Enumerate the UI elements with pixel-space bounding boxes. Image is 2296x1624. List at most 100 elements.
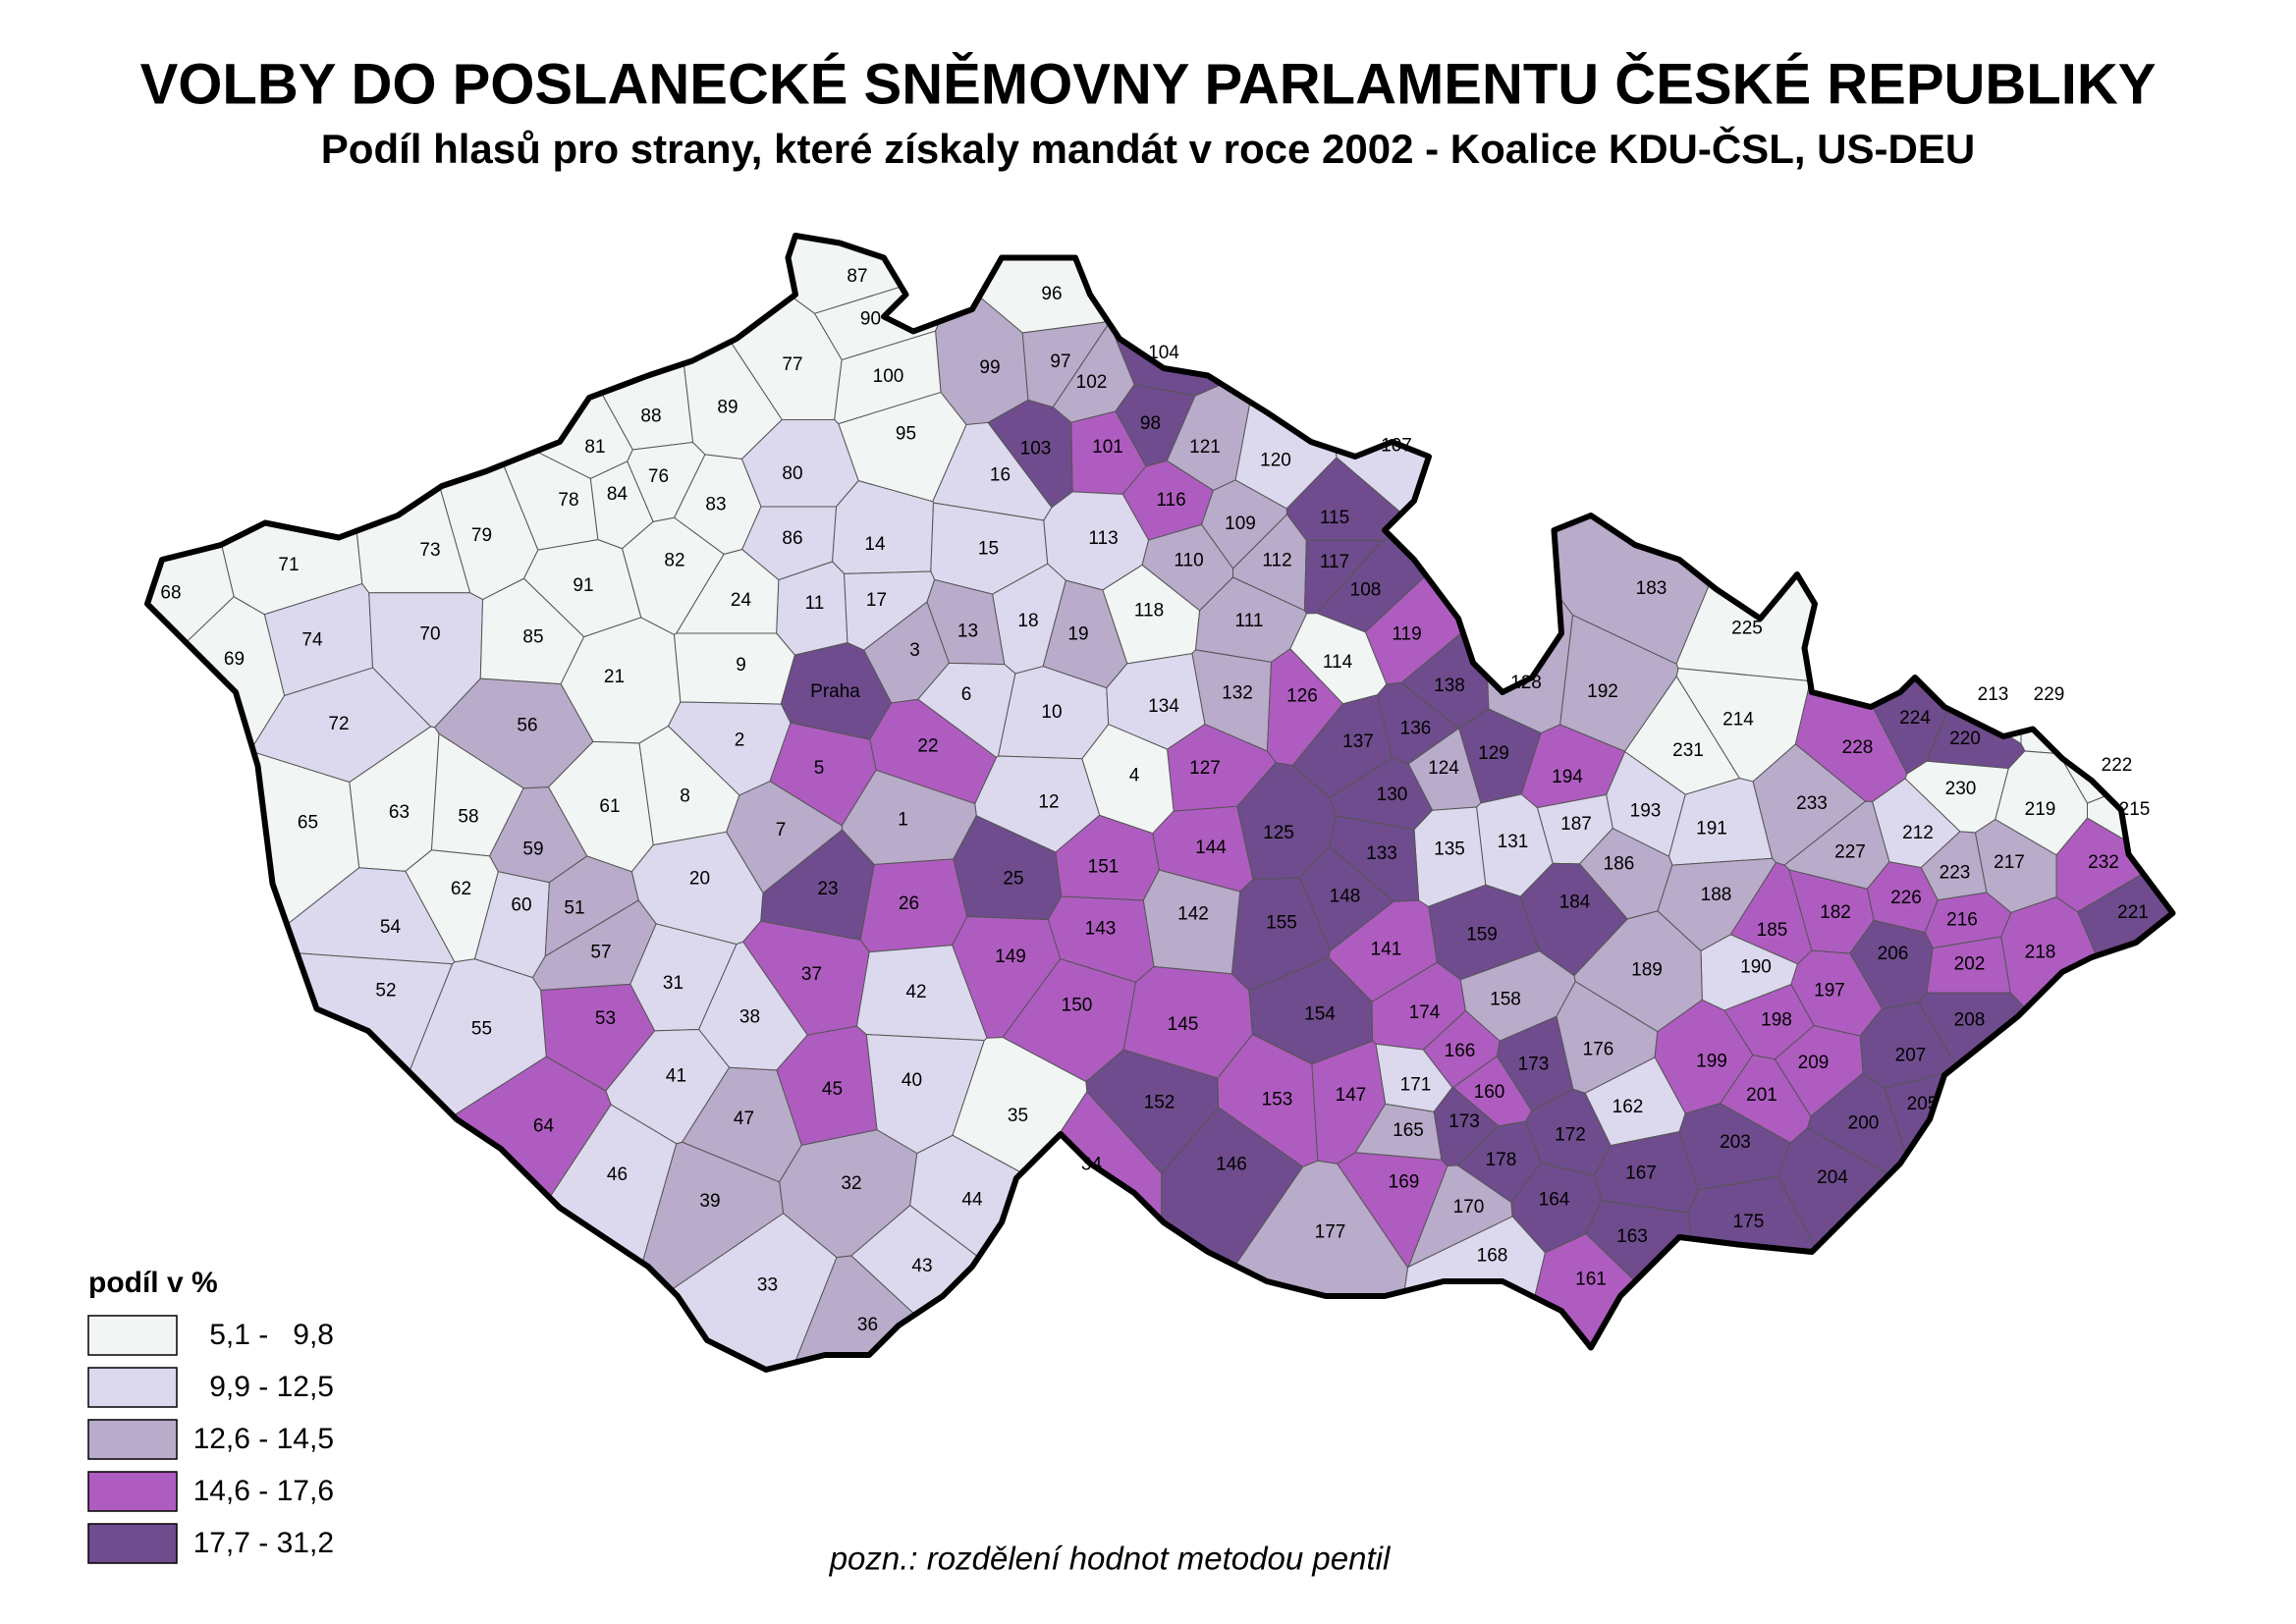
district-label: 111 [1235, 611, 1264, 631]
district-label: 8 [680, 786, 690, 807]
district-label: 133 [1366, 843, 1397, 864]
district-label: 52 [375, 981, 396, 1001]
district-label: 185 [1757, 920, 1788, 941]
district-label: 144 [1195, 838, 1227, 858]
district-label: 74 [301, 630, 323, 651]
district-label: 41 [666, 1066, 686, 1087]
district-label: 183 [1636, 578, 1667, 599]
district-label: 150 [1062, 996, 1093, 1016]
district-label: 115 [1320, 508, 1349, 528]
district-label: 20 [689, 869, 710, 890]
district-label: 215 [2119, 799, 2151, 820]
district-label: 21 [604, 667, 625, 687]
district-label: 182 [1820, 902, 1851, 923]
district-label: 98 [1140, 413, 1161, 434]
district-label: 113 [1088, 528, 1118, 549]
district-label: 201 [1746, 1085, 1777, 1106]
district-label: 128 [1510, 673, 1542, 693]
district-label: 175 [1733, 1212, 1765, 1232]
district-label: 96 [1041, 284, 1062, 304]
district-label: 118 [1134, 601, 1164, 622]
district [673, 632, 795, 705]
district-label: 23 [817, 879, 838, 899]
district-label: 33 [757, 1275, 778, 1296]
district [2057, 524, 2173, 804]
district-label: 1 [898, 810, 908, 831]
district-label: 126 [1286, 686, 1318, 707]
district-label: 70 [419, 624, 440, 645]
district-label: 223 [1940, 863, 1971, 884]
district-label: 22 [917, 736, 938, 757]
district-label: 138 [1434, 676, 1465, 696]
district-label: 18 [1017, 611, 1038, 631]
district-label: 101 [1092, 437, 1123, 458]
district-label: 51 [564, 898, 584, 919]
district-label: 121 [1189, 437, 1221, 458]
district-label: 124 [1428, 758, 1459, 779]
district-label: 116 [1156, 490, 1185, 511]
district-label: 17 [866, 590, 887, 611]
district-label: 40 [902, 1070, 922, 1091]
district-label: 232 [2088, 852, 2119, 873]
district-label: 231 [1672, 740, 1704, 761]
district-label: 47 [734, 1109, 754, 1129]
district-label: 117 [1320, 552, 1349, 572]
district-label: 44 [961, 1190, 983, 1211]
district-label: 172 [1555, 1125, 1586, 1146]
district-label: 63 [389, 802, 410, 823]
district-label: 25 [1003, 869, 1023, 890]
district-label: 84 [607, 484, 629, 505]
district-label: 178 [1486, 1150, 1517, 1170]
district-label: 9 [736, 655, 746, 676]
district-label: 37 [801, 964, 822, 985]
district-label: 160 [1474, 1082, 1505, 1103]
district [850, 1205, 1151, 1370]
district-label: 200 [1848, 1113, 1880, 1134]
legend-label: 14,6 - 17,6 [193, 1475, 334, 1507]
district-label: 143 [1085, 919, 1117, 940]
district-label: 61 [599, 796, 620, 817]
legend-title: podíl v % [88, 1267, 218, 1299]
district-label: 134 [1148, 696, 1179, 717]
district-label: 77 [782, 354, 802, 375]
district-label: 214 [1722, 710, 1754, 731]
district-label: 173 [1518, 1055, 1550, 1075]
district-label: 216 [1946, 910, 1978, 931]
district-label: 64 [533, 1116, 555, 1137]
country-border [144, 233, 2176, 1373]
district-label: 208 [1954, 1010, 1986, 1031]
district-label: 186 [1604, 854, 1635, 875]
district-label: 86 [782, 528, 802, 549]
district-label: 190 [1740, 957, 1772, 978]
district-label: 10 [1041, 702, 1062, 723]
district-label: 35 [1008, 1106, 1028, 1126]
district-label: 165 [1393, 1120, 1424, 1141]
district-label: 65 [298, 813, 318, 834]
district-label: 221 [2117, 902, 2149, 923]
district [147, 236, 235, 822]
district-label: 212 [1902, 823, 1934, 843]
district-label: 131 [1498, 832, 1529, 852]
district-label: Praha [810, 681, 860, 702]
district-label: 99 [979, 357, 1000, 378]
district-label: 219 [2025, 799, 2056, 820]
district-label: 16 [990, 465, 1011, 486]
district-label: 174 [1409, 1002, 1441, 1023]
district-label: 59 [522, 839, 543, 860]
district-label: 213 [1978, 684, 2009, 705]
district-label: 13 [957, 622, 978, 642]
legend-swatch [87, 1315, 178, 1356]
legend: 5,1 - 9,8 9,9 - 12,5 12,6 - 14,5 14,6 - 17,… [87, 1315, 334, 1564]
district-label: 154 [1304, 1004, 1336, 1025]
district-label: 173 [1449, 1111, 1480, 1132]
district-label: 203 [1720, 1132, 1751, 1153]
district-label: 24 [731, 590, 752, 611]
district-label: 112 [1262, 551, 1291, 571]
district-label: 85 [522, 627, 543, 648]
district-label: 46 [607, 1164, 628, 1185]
district-label: 218 [2025, 943, 2056, 963]
district [2076, 861, 2173, 1306]
district-label: 56 [517, 716, 537, 736]
note: pozn.: rozdělení hodnot metodou pentil [829, 1541, 1392, 1577]
district-label: 142 [1177, 904, 1209, 925]
